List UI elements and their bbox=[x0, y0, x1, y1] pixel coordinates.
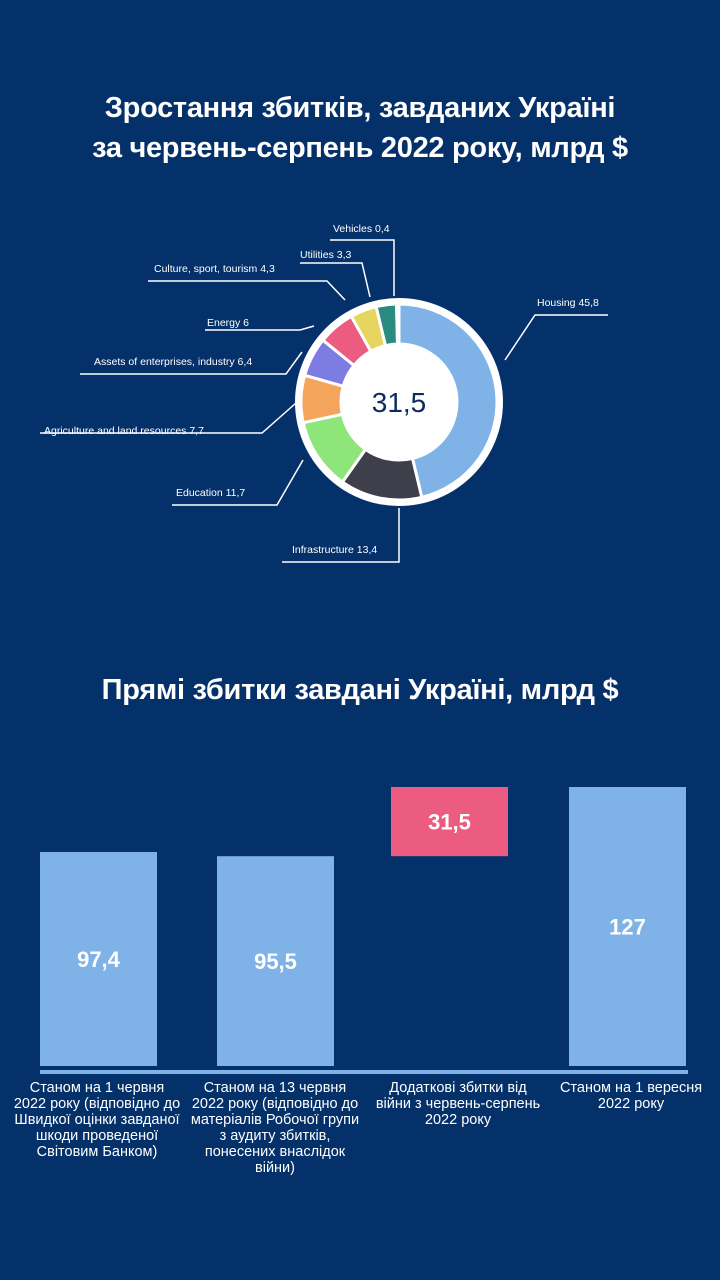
leader-line bbox=[172, 459, 304, 506]
leader-line bbox=[148, 280, 346, 301]
donut-center bbox=[342, 345, 456, 459]
slice-label: Culture, sport, tourism 4,3 bbox=[154, 263, 275, 275]
donut-slice-housing bbox=[397, 302, 499, 500]
category-label: Додаткові збитки від війни з червень-сер… bbox=[375, 1080, 541, 1128]
slice-label: Education 11,7 bbox=[176, 487, 245, 499]
slice-label: Assets of enterprises, industry 6,4 bbox=[94, 356, 252, 368]
leader-line bbox=[80, 351, 303, 375]
donut-center-value: 31,5 bbox=[372, 387, 427, 418]
donut-slice-vehicles bbox=[394, 302, 401, 346]
category-label: Станом на 1 вересня 2022 року bbox=[559, 1080, 703, 1112]
bar-chart-title: Прямі збитки завдані Україні, млрд $ bbox=[101, 674, 619, 706]
donut-chart-title: Зростання збитків, завданих Україні за ч… bbox=[92, 92, 628, 164]
category-label: Станом на 1 червня 2022 року (відповідно… bbox=[13, 1080, 181, 1160]
leader-line bbox=[40, 402, 297, 434]
slice-label: Infrastructure 13,4 bbox=[292, 544, 377, 556]
leader-line bbox=[504, 314, 608, 361]
bar-value-label: 95,5 bbox=[254, 949, 297, 974]
slice-label: Vehicles 0,4 bbox=[333, 223, 390, 235]
leader-line bbox=[282, 508, 400, 563]
leader-line bbox=[330, 239, 395, 296]
leader-line bbox=[300, 262, 371, 298]
bar bbox=[391, 787, 508, 857]
slice-label: Housing 45,8 bbox=[537, 297, 599, 309]
bar-value-label: 127 bbox=[609, 915, 646, 940]
bar-value-label: 31,5 bbox=[428, 810, 471, 835]
category-label: Станом на 13 червня 2022 року (відповідн… bbox=[190, 1080, 360, 1176]
slice-label: Energy 6 bbox=[207, 317, 249, 329]
bar-value-label: 97,4 bbox=[77, 947, 121, 972]
bar bbox=[40, 852, 157, 1066]
slice-label: Agriculture and land resources 7,7 bbox=[44, 425, 204, 437]
bar bbox=[569, 787, 686, 1066]
leader-line bbox=[205, 325, 315, 331]
slice-label: Utilities 3,3 bbox=[300, 249, 352, 261]
donut-chart: Housing 45,8 Infrastructure 13,4 Education… bbox=[40, 223, 608, 563]
bar bbox=[217, 856, 334, 1066]
x-axis-line bbox=[40, 1070, 688, 1074]
